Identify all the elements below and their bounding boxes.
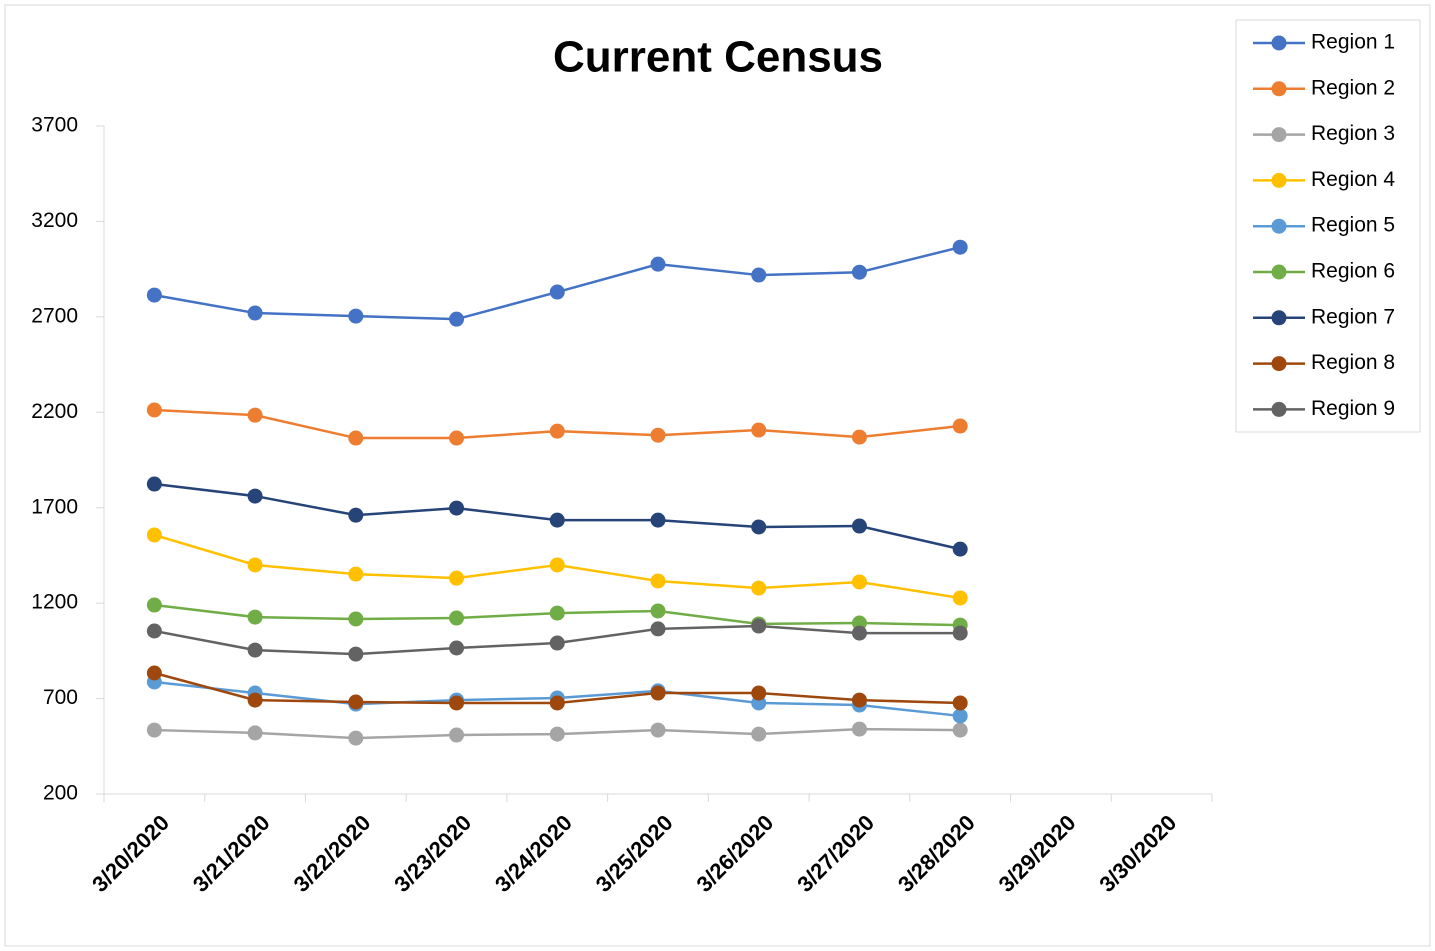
legend-label: Region 6 (1311, 260, 1395, 283)
data-point (952, 239, 968, 255)
data-point (851, 429, 867, 445)
data-point (549, 635, 565, 651)
data-point (549, 512, 565, 528)
data-point (549, 726, 565, 742)
data-point (851, 574, 867, 590)
data-point (650, 603, 666, 619)
data-point (650, 573, 666, 589)
legend-marker (1271, 35, 1287, 51)
legend-label: Region 9 (1311, 397, 1395, 420)
data-point (952, 418, 968, 434)
data-point (348, 430, 364, 446)
data-point (348, 646, 364, 662)
data-point (952, 722, 968, 738)
legend-marker (1271, 264, 1287, 280)
data-point (348, 566, 364, 582)
legend-label: Region 7 (1311, 305, 1395, 328)
data-point (449, 640, 465, 656)
data-point (851, 721, 867, 737)
data-point (348, 507, 364, 523)
data-point (952, 590, 968, 606)
y-tick-label: 1200 (31, 591, 78, 614)
data-point (851, 625, 867, 641)
data-point (449, 610, 465, 626)
data-point (348, 730, 364, 746)
data-point (449, 430, 465, 446)
data-point (650, 256, 666, 272)
data-point (851, 518, 867, 534)
data-point (449, 727, 465, 743)
data-point (751, 422, 767, 438)
data-point (751, 267, 767, 283)
data-point (549, 557, 565, 573)
data-point (549, 284, 565, 300)
data-point (952, 695, 968, 711)
data-point (348, 694, 364, 710)
legend-label: Region 3 (1311, 122, 1395, 145)
data-point (650, 621, 666, 637)
legend-label: Region 1 (1311, 31, 1395, 54)
data-point (650, 685, 666, 701)
y-tick-label: 2700 (31, 304, 78, 327)
legend-marker (1271, 218, 1287, 234)
data-point (851, 264, 867, 280)
chart-title: Current Census (553, 33, 883, 82)
data-point (146, 402, 162, 418)
legend-marker (1271, 401, 1287, 417)
data-point (851, 692, 867, 708)
data-point (247, 488, 263, 504)
data-point (751, 685, 767, 701)
data-point (751, 519, 767, 535)
data-point (146, 722, 162, 738)
data-point (751, 726, 767, 742)
legend-marker (1271, 127, 1287, 143)
data-point (247, 557, 263, 573)
data-point (146, 597, 162, 613)
y-tick-label: 2200 (31, 400, 78, 423)
data-point (751, 580, 767, 596)
data-point (146, 527, 162, 543)
data-point (348, 308, 364, 324)
data-point (449, 695, 465, 711)
data-point (146, 623, 162, 639)
data-point (247, 305, 263, 321)
data-point (650, 427, 666, 443)
y-tick-label: 700 (43, 686, 78, 709)
data-point (247, 609, 263, 625)
data-point (146, 476, 162, 492)
data-point (751, 618, 767, 634)
data-point (146, 287, 162, 303)
legend-label: Region 2 (1311, 76, 1395, 99)
data-point (549, 423, 565, 439)
data-point (146, 665, 162, 681)
data-point (549, 605, 565, 621)
data-point (247, 725, 263, 741)
data-point (449, 500, 465, 516)
y-tick-label: 200 (43, 782, 78, 805)
data-point (952, 625, 968, 641)
data-point (247, 692, 263, 708)
legend-marker (1271, 356, 1287, 372)
data-point (449, 311, 465, 327)
legend-label: Region 8 (1311, 351, 1395, 374)
legend-marker (1271, 310, 1287, 326)
data-point (952, 541, 968, 557)
data-point (348, 611, 364, 627)
y-tick-label: 1700 (31, 495, 78, 518)
chart-border (4, 4, 1431, 947)
data-point (449, 570, 465, 586)
legend-marker (1271, 81, 1287, 97)
y-tick-label: 3200 (31, 209, 78, 232)
data-point (952, 708, 968, 724)
data-point (247, 642, 263, 658)
data-point (650, 722, 666, 738)
legend-label: Region 5 (1311, 214, 1395, 237)
legend-marker (1271, 172, 1287, 188)
legend-label: Region 4 (1311, 168, 1395, 191)
data-point (549, 695, 565, 711)
data-point (247, 407, 263, 423)
data-point (650, 512, 666, 528)
y-tick-label: 3700 (31, 114, 78, 137)
